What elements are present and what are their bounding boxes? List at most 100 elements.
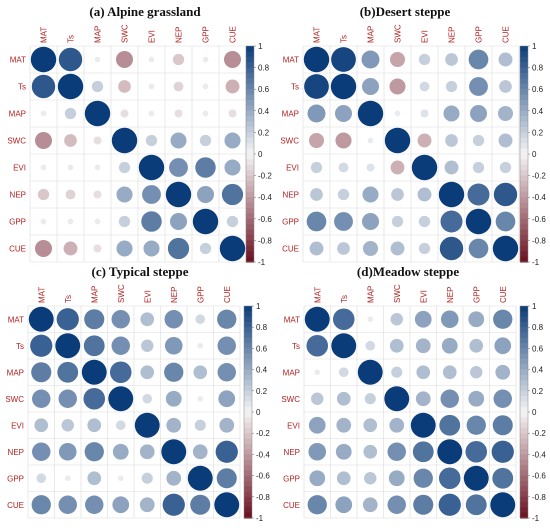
correlation-circle [410, 412, 436, 438]
colorbar-tick-label: 0.8 [532, 323, 544, 332]
column-label: MAT [40, 27, 49, 43]
colorbar-segment [520, 186, 528, 193]
correlation-circle [165, 181, 192, 208]
colorbar-segment [244, 422, 252, 429]
colorbar-segment [520, 470, 528, 477]
correlation-circle [58, 442, 77, 461]
correlation-circle [195, 157, 216, 178]
correlation-circle [492, 415, 513, 436]
correlation-circle [31, 495, 51, 515]
correlation-circle [467, 183, 490, 206]
colorbar-tick-label: -0.6 [258, 215, 272, 224]
correlation-circle [108, 386, 134, 412]
colorbar-segment [520, 433, 528, 440]
correlation-circle [226, 215, 239, 228]
correlation-circle [64, 107, 77, 120]
correlation-circle [411, 154, 438, 181]
correlation-circle [139, 497, 155, 513]
row-label: Ts [18, 83, 26, 92]
correlation-circle [308, 416, 326, 434]
colorbar-segment [520, 100, 528, 106]
row-label: MAP [9, 110, 26, 119]
column-label: Ts [64, 295, 73, 303]
correlation-circle [221, 183, 244, 206]
correlation-circle [364, 393, 376, 405]
correlation-circle [490, 492, 516, 518]
correlation-circle [335, 443, 352, 460]
correlation-circle [85, 495, 104, 514]
correlation-circle [444, 160, 459, 175]
colorbar-tick-label: 0.2 [532, 128, 544, 137]
colorbar-segment [244, 412, 252, 418]
colorbar-segment [244, 321, 252, 328]
correlation-circle [384, 127, 411, 154]
colorbar-tick-label: -0.4 [532, 450, 546, 459]
colorbar-segment [244, 332, 252, 339]
colorbar-segment [246, 89, 254, 96]
colorbar-segment [244, 512, 252, 519]
correlation-circle [30, 46, 57, 73]
colorbar-segment [520, 83, 528, 90]
correlation-circle [307, 104, 326, 123]
colorbar-tick-label: -0.8 [532, 236, 546, 245]
colorbar-segment [520, 191, 528, 198]
colorbar-segment [520, 46, 528, 52]
colorbar-segment [246, 181, 254, 187]
colorbar-segment [244, 449, 252, 455]
correlation-circle [389, 51, 406, 68]
correlation-circle [143, 240, 160, 257]
correlation-circle [111, 310, 130, 329]
correlation-circle [309, 470, 326, 487]
colorbar-segment [246, 154, 254, 160]
correlation-circle [469, 77, 488, 96]
colorbar-segment [244, 438, 252, 445]
colorbar-segment [520, 496, 528, 503]
colorbar-segment [520, 175, 528, 182]
correlation-circle [224, 132, 241, 149]
column-label: EVI [419, 290, 428, 303]
row-label: SWC [7, 137, 26, 146]
correlation-circle [142, 185, 161, 204]
correlation-circle [418, 242, 431, 255]
correlation-circle [331, 47, 356, 72]
correlation-circle [437, 439, 463, 465]
correlation-circle [336, 417, 352, 433]
colorbar-tick-label: 0.2 [258, 128, 270, 137]
correlation-panel-4: (d)Meadow steppe MAT Ts MAP SWC EVI NEP GPP CUE M… [281, 264, 546, 523]
row-label: Ts [16, 342, 24, 351]
colorbar-segment [244, 433, 252, 440]
column-label: GPP [475, 26, 484, 43]
correlation-circle [366, 163, 375, 172]
colorbar-segment [520, 475, 528, 482]
row-label: SWC [5, 395, 24, 404]
colorbar-segment [520, 256, 528, 263]
correlation-circle [56, 308, 79, 331]
column-label: CUE [502, 26, 511, 43]
colorbar-segment [520, 224, 528, 231]
colorbar-segment [246, 175, 254, 182]
colorbar-segment [246, 164, 254, 171]
correlation-circle [63, 241, 78, 256]
correlation-circle [117, 475, 124, 482]
colorbar-segment [244, 507, 252, 514]
colorbar-segment [520, 245, 528, 252]
correlation-circle [214, 492, 240, 518]
correlation-circle [83, 335, 105, 357]
colorbar-segment [244, 348, 252, 355]
correlation-circle [361, 77, 380, 96]
correlation-circle [362, 497, 378, 513]
correlation-circle [307, 495, 327, 515]
correlation-circle [445, 134, 458, 147]
colorbar-segment [246, 213, 254, 220]
row-label: NEP [284, 448, 300, 457]
correlation-circle [389, 78, 406, 95]
correlation-circle [367, 137, 374, 144]
colorbar-segment [244, 443, 252, 450]
column-label: MAP [367, 26, 376, 43]
column-label: NEP [170, 287, 179, 303]
column-label: SWC [117, 284, 126, 303]
correlation-circle [67, 164, 74, 171]
row-label: MAP [7, 368, 24, 377]
correlation-circle [389, 417, 405, 433]
